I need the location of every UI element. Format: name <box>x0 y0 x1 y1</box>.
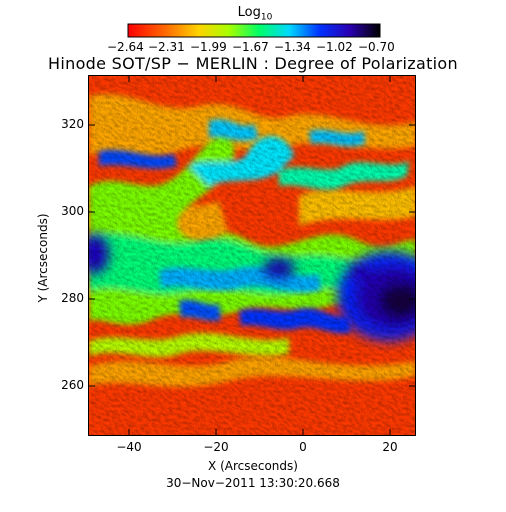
colorbar <box>127 23 381 38</box>
colorbar-tick: −2.31 <box>148 40 185 54</box>
timestamp: 30−Nov−2011 13:30:20.668 <box>166 476 340 490</box>
colorbar-tick: −1.02 <box>316 40 353 54</box>
y-tick-label: 280 <box>61 291 84 305</box>
colorbar-tick: −0.70 <box>358 40 395 54</box>
y-tick-label: 260 <box>61 378 84 392</box>
x-tick-label: −20 <box>203 440 229 454</box>
colorbar-tick: −1.34 <box>274 40 311 54</box>
colorbar-title: Log10 <box>210 5 300 23</box>
polarization-map-image <box>89 76 415 435</box>
y-axis-label: Y (Arcseconds) <box>36 213 50 303</box>
x-tick-label: −40 <box>116 440 142 454</box>
colorbar-tick: −2.64 <box>107 40 144 54</box>
y-tick-label: 320 <box>61 117 84 131</box>
colorbar-tick: −1.99 <box>190 40 227 54</box>
x-tick-label: 20 <box>382 440 398 454</box>
colorbar-title-subscript: 10 <box>260 12 273 23</box>
polarization-map <box>88 75 416 436</box>
y-tick-label: 300 <box>61 204 84 218</box>
colorbar-title-text: Log <box>237 5 261 20</box>
colorbar-tick: −1.67 <box>232 40 269 54</box>
plot-title: Hinode SOT/SP − MERLIN : Degree of Polar… <box>48 54 458 73</box>
x-axis-label: X (Arcseconds) <box>208 459 298 473</box>
x-tick-label: 0 <box>299 440 307 454</box>
colorbar-gradient <box>127 23 381 38</box>
